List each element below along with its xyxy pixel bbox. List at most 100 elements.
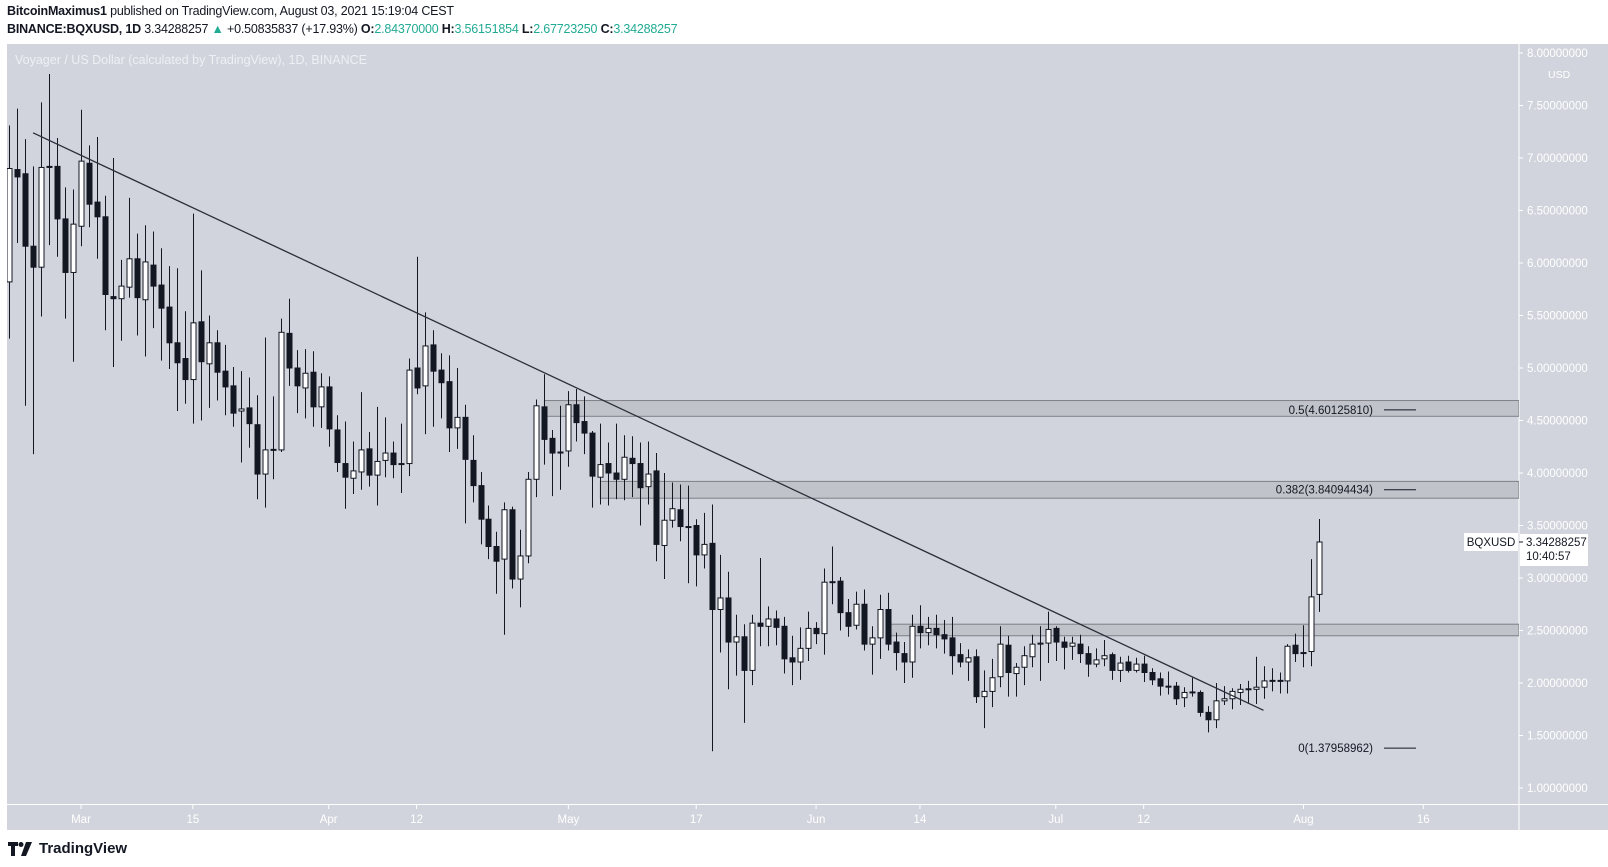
candle-body — [1173, 685, 1180, 700]
candle — [589, 431, 596, 508]
candle-body — [414, 367, 421, 389]
price-axis[interactable]: 1.00000000 1.50000000 2.00000000 2.50000000… — [1519, 48, 1588, 795]
candle — [581, 396, 588, 455]
candle — [1213, 683, 1220, 729]
candle — [46, 74, 53, 246]
candle — [1013, 663, 1020, 697]
candle-body — [493, 546, 500, 562]
logo-text: TradingView — [39, 840, 128, 857]
time-axis[interactable]: Mar 15 Apr 12 May 17 Jun 14 Jul 12 Aug 16 — [71, 805, 1430, 826]
author-name[interactable]: BitcoinMaximus1 — [7, 4, 107, 18]
candle — [485, 505, 492, 560]
candle — [1125, 655, 1132, 673]
candle-body — [677, 509, 684, 528]
candle — [454, 368, 461, 449]
candle — [541, 374, 548, 465]
candle-body — [821, 581, 828, 635]
candle-body — [1261, 680, 1268, 688]
candle — [533, 399, 540, 498]
candle — [1093, 648, 1100, 668]
candle — [206, 315, 213, 408]
candle — [358, 392, 365, 490]
candle — [661, 473, 668, 580]
candle — [1029, 634, 1036, 668]
candle — [310, 351, 317, 427]
candle — [1221, 686, 1228, 706]
candle — [1141, 655, 1148, 682]
candle-body — [198, 321, 205, 363]
tradingview-logo[interactable]: TradingView — [8, 840, 127, 858]
candle — [629, 436, 636, 498]
candle — [1277, 672, 1284, 694]
candle — [701, 512, 708, 569]
candle — [1117, 656, 1124, 682]
candle-body — [342, 463, 349, 478]
candle — [829, 546, 836, 605]
candle-body — [917, 625, 924, 634]
candle-body — [454, 416, 461, 429]
candle-body — [374, 460, 381, 476]
candle-body — [302, 372, 309, 389]
candle-body — [1269, 679, 1276, 682]
candle-body — [989, 677, 996, 692]
candle-body — [893, 641, 900, 654]
candle — [446, 355, 453, 452]
candle — [565, 391, 572, 467]
candle — [933, 614, 940, 649]
candle — [501, 502, 508, 635]
candle-body — [909, 625, 916, 663]
chart-title: Voyager / US Dollar (calculated by Tradi… — [15, 53, 367, 67]
candle — [981, 670, 988, 729]
date-tick-label: 16 — [1417, 814, 1430, 826]
candle-body — [781, 625, 788, 660]
trendline — [32, 132, 1264, 711]
candle-body — [517, 555, 524, 580]
candle-body — [725, 597, 732, 643]
high-label: H: — [441, 22, 455, 36]
candle — [1261, 666, 1268, 699]
candle — [262, 337, 269, 508]
candle — [973, 649, 980, 703]
candle — [1189, 677, 1196, 697]
candle-body — [885, 609, 892, 645]
date-tick-label: Mar — [71, 814, 91, 826]
candle-body — [118, 285, 125, 300]
candle — [597, 423, 604, 505]
published-text: published on TradingView.com, August 03,… — [110, 4, 454, 18]
price-tick-label: 5.00000000 — [1527, 363, 1588, 375]
price-tick-label: 4.50000000 — [1527, 416, 1588, 428]
candle — [422, 312, 429, 435]
close-value: 3.34288257 — [613, 22, 678, 36]
candle — [1021, 646, 1028, 686]
candle-body — [38, 166, 45, 268]
close-label: C: — [600, 22, 614, 36]
candle — [54, 138, 61, 257]
candle-body — [7, 168, 13, 283]
candle-body — [941, 634, 948, 640]
candle — [805, 611, 812, 661]
candle-body — [637, 463, 644, 489]
price-tick-label: 3.00000000 — [1527, 573, 1588, 585]
candle-body — [478, 485, 485, 520]
candle — [142, 225, 149, 357]
candle — [334, 415, 341, 472]
candle — [398, 423, 405, 493]
candle-body — [70, 223, 77, 273]
candle-body — [334, 429, 341, 464]
candle-body — [438, 369, 445, 384]
open-label: O: — [360, 22, 375, 36]
candle — [917, 605, 924, 649]
candle-body — [1077, 643, 1084, 655]
candle-body — [653, 470, 660, 545]
candle — [326, 376, 333, 447]
candle-body — [1045, 628, 1052, 644]
candle-body — [318, 386, 325, 408]
candle — [549, 429, 556, 497]
candle — [685, 485, 692, 584]
candle-body — [933, 627, 940, 636]
candle-body — [645, 473, 652, 488]
date-tick-label: Apr — [320, 814, 338, 826]
candle-body — [1061, 641, 1068, 648]
candle — [350, 441, 357, 494]
